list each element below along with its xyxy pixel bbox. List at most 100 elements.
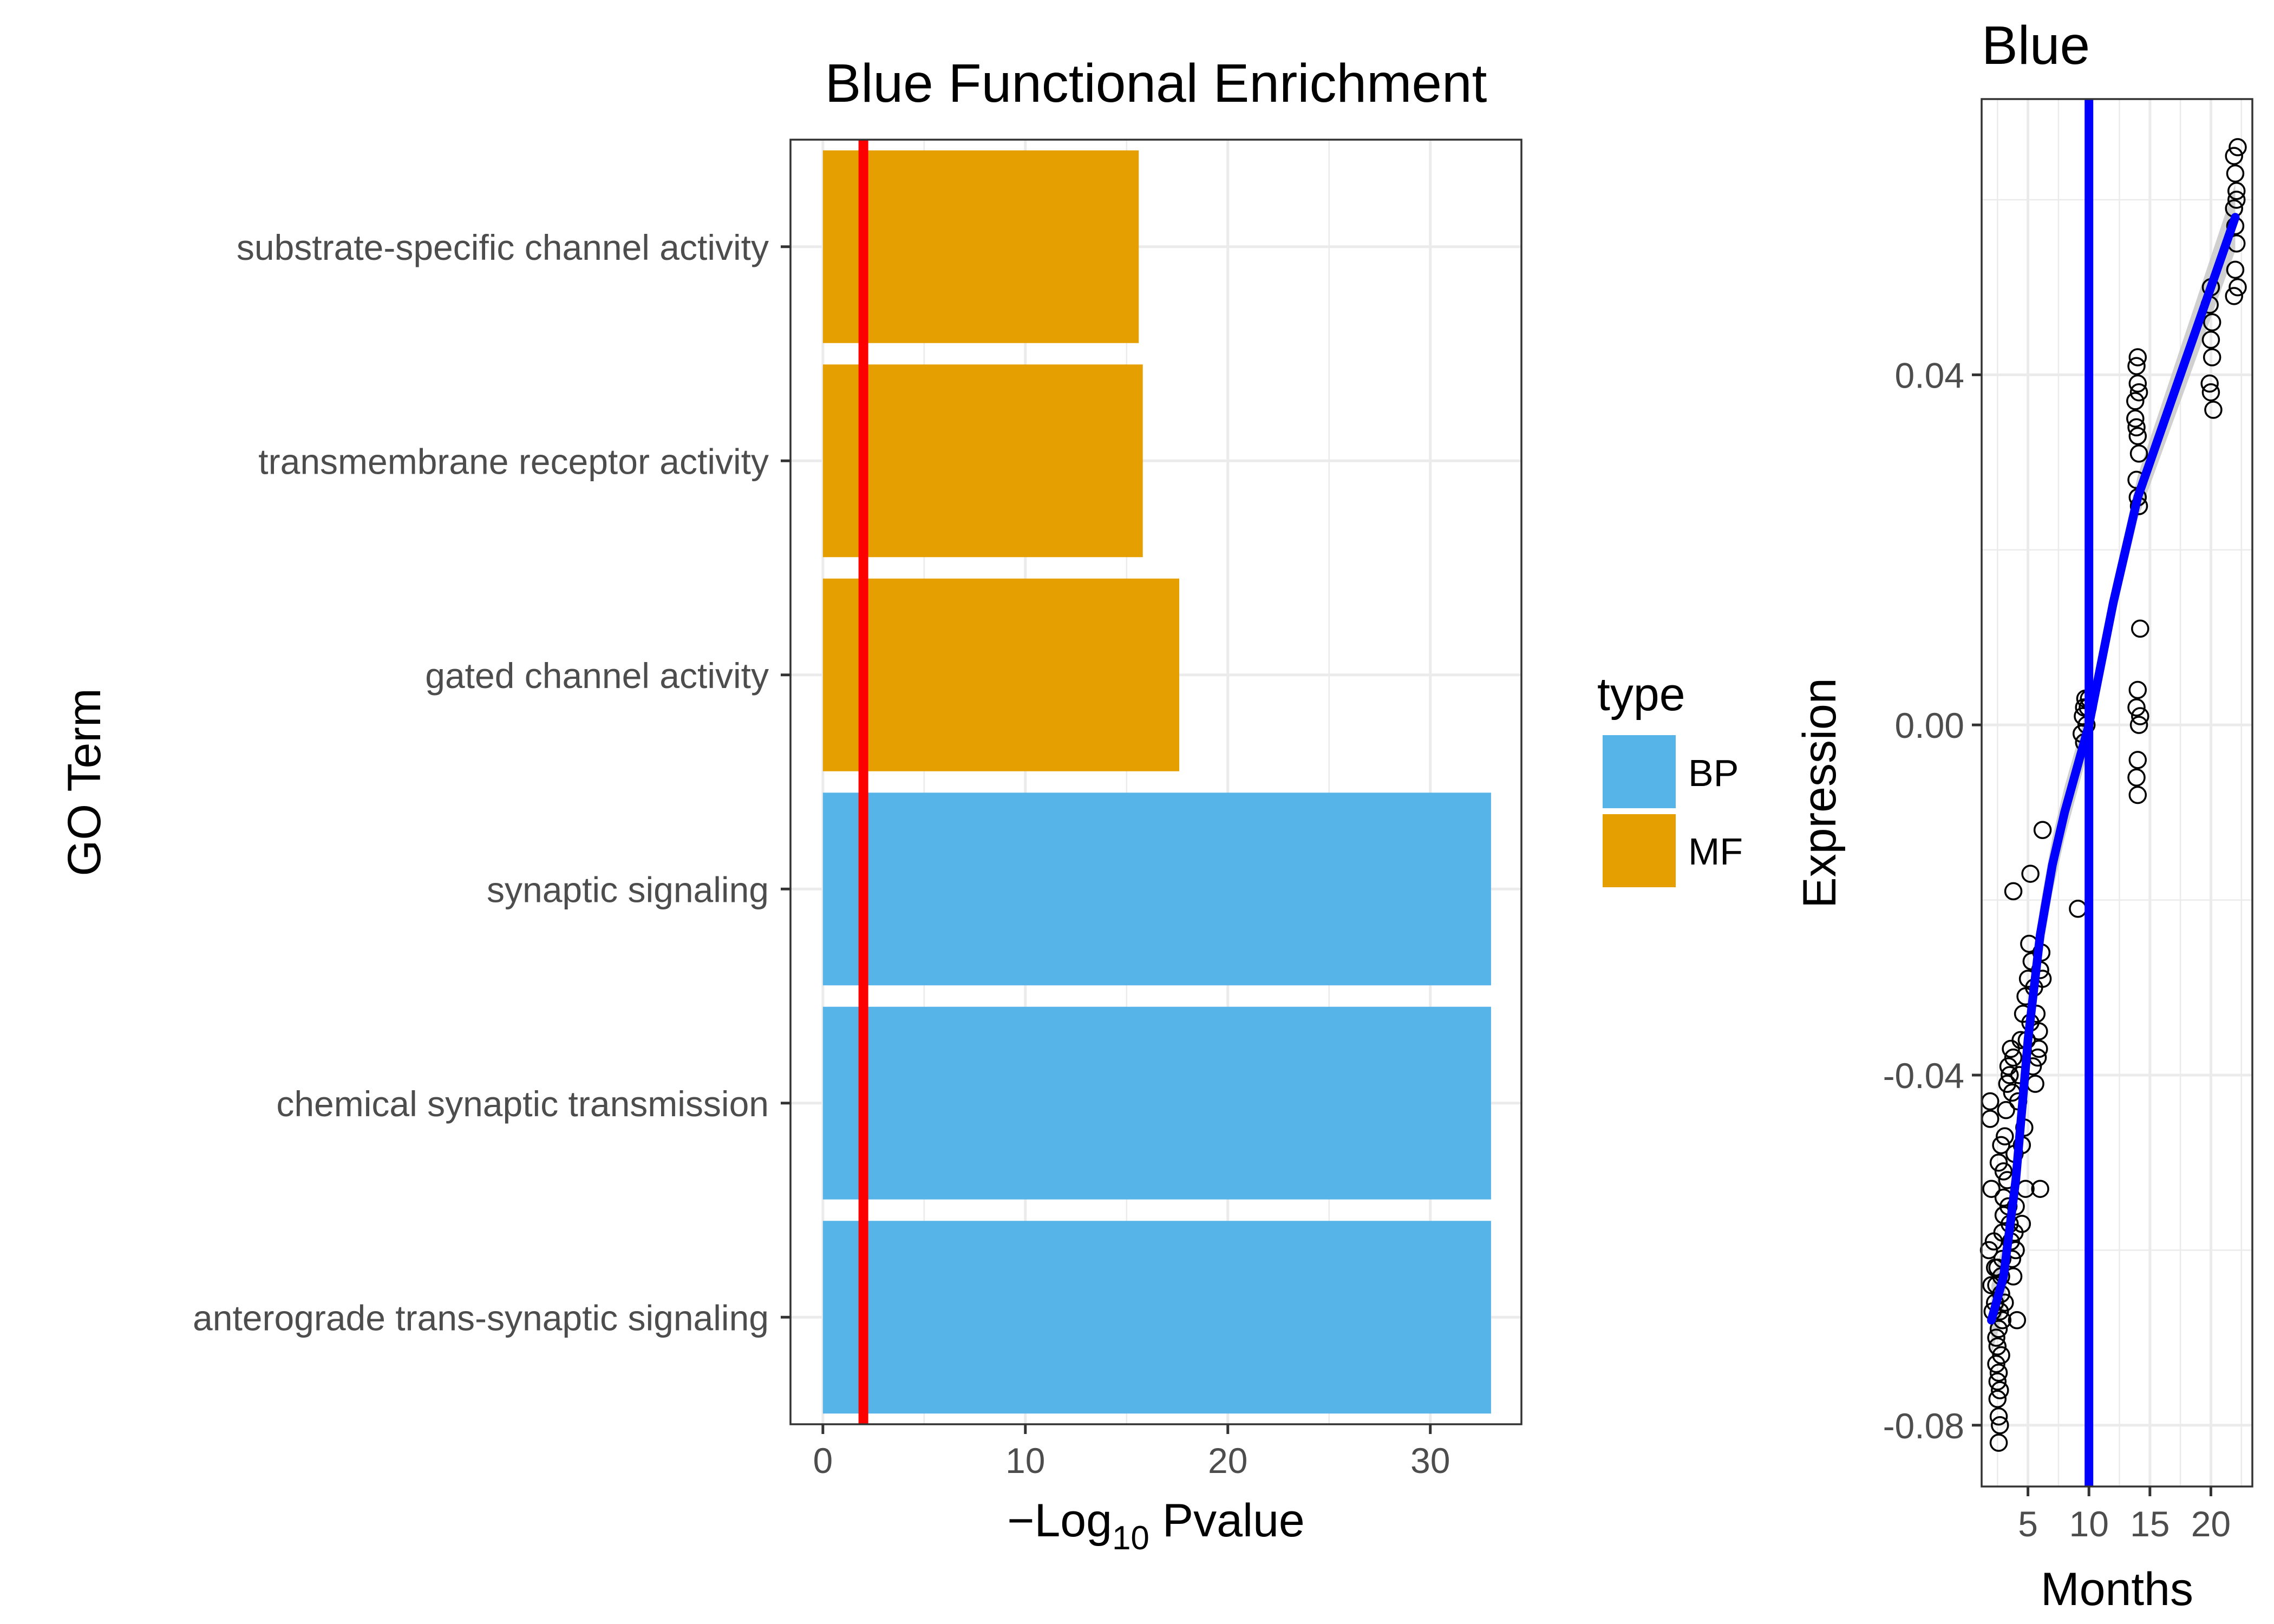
bar-y-tick-label: transmembrane receptor activity <box>258 441 769 481</box>
scatter-point <box>1998 1075 2017 1093</box>
bar-chart-title: Blue Functional Enrichment <box>825 53 1487 114</box>
scatter-point <box>2131 619 2149 638</box>
legend-title: type <box>1597 669 1685 721</box>
scatter-point <box>2225 147 2243 165</box>
scatter-point <box>2127 357 2146 375</box>
legend-label-mf: MF <box>1688 830 1743 873</box>
scatter-point <box>1991 1381 2009 1399</box>
bar <box>822 364 1143 558</box>
scatter-point <box>2227 191 2246 209</box>
scatter-x-tick-label: 10 <box>2069 1504 2108 1544</box>
scatter-point <box>2126 392 2145 410</box>
bar-x-axis-label: −Log10 Pvalue <box>1007 1495 1305 1557</box>
enrichment-bar-chart: substrate-specific channel activity trans… <box>58 53 1522 1557</box>
scatter-x-axis: 5 10 15 20 <box>2018 1487 2231 1544</box>
legend-swatch-mf <box>1603 814 1676 887</box>
scatter-x-tick-label: 20 <box>2191 1504 2231 1544</box>
scatter-point <box>2128 785 2147 804</box>
bar-x-tick-label: 0 <box>813 1440 833 1481</box>
scatter-point <box>1987 1328 2005 1347</box>
bar-x-tick-label: 20 <box>1208 1440 1247 1481</box>
bar-x-axis-label-prefix: −Log <box>1007 1495 1112 1547</box>
bar-y-tick-label: substrate-specific channel activity <box>237 227 769 267</box>
scatter-x-tick-label: 5 <box>2018 1504 2038 1544</box>
legend-swatch-bp <box>1603 735 1676 808</box>
bar <box>822 578 1180 771</box>
bars <box>822 150 1491 1414</box>
scatter-point <box>2126 409 2145 428</box>
scatter-point <box>2229 278 2247 297</box>
scatter-point <box>2226 164 2245 183</box>
scatter-point <box>2129 444 2148 463</box>
bar-plot-border <box>789 139 1522 1425</box>
bar-y-tick-label: chemical synaptic transmission <box>276 1084 769 1124</box>
scatter-point <box>1992 1136 2010 1155</box>
scatter-point <box>2127 698 2146 717</box>
bar-x-axis-label-subscript: 10 <box>1112 1520 1149 1557</box>
bar <box>822 1221 1491 1414</box>
scatter-point <box>2004 882 2023 901</box>
scatter-point <box>2225 287 2243 305</box>
scatter-y-axis-label: Expression <box>1794 678 1846 908</box>
scatter-point <box>2021 865 2040 883</box>
scatter-point <box>1988 1390 2007 1409</box>
scatter-point <box>2201 383 2220 402</box>
trend-line <box>1987 213 2240 1325</box>
bar-y-tick-label: gated channel activity <box>425 656 769 696</box>
scatter-point <box>2128 374 2147 393</box>
scatter-point <box>2031 1180 2049 1198</box>
scatter-point <box>2127 418 2146 437</box>
scatter-y-tick-label: 0.00 <box>1895 705 1964 745</box>
scatter-title: Blue <box>1982 15 2090 76</box>
trend-confidence-band <box>1991 184 2236 1355</box>
scatter-point <box>2128 427 2147 446</box>
scatter-point <box>2033 821 2052 839</box>
scatter-y-tick-label: -0.08 <box>1883 1406 1964 1446</box>
scatter-point <box>2203 348 2221 366</box>
scatter-point <box>2127 768 2146 787</box>
legend: type BP MF <box>1597 669 1743 887</box>
scatter-point <box>2128 751 2147 769</box>
scatter-point <box>1989 1364 2008 1382</box>
scatter-point <box>1987 1354 2005 1373</box>
expression-scatter-chart: 0.04 0.00 -0.04 -0.08 5 10 15 20 Blue Months E… <box>1794 15 2253 1615</box>
scatter-point <box>2001 1066 2019 1084</box>
scatter-point <box>1989 1433 2008 1452</box>
scatter-point <box>1989 1320 2008 1338</box>
scatter-point <box>1992 1346 2010 1365</box>
bar-x-tick-label: 30 <box>1410 1440 1450 1481</box>
scatter-point <box>1997 1101 2015 1119</box>
scatter-point <box>1989 1153 2008 1172</box>
scatter-point <box>2201 330 2220 349</box>
bar-y-tick-label: anterograde trans-synaptic signaling <box>193 1298 769 1338</box>
scatter-x-axis-label: Months <box>2041 1563 2193 1615</box>
bar-y-axis: substrate-specific channel activity trans… <box>193 227 790 1338</box>
bar <box>822 150 1139 343</box>
legend-label-bp: BP <box>1688 752 1739 794</box>
scatter-y-tick-label: -0.04 <box>1883 1056 1964 1096</box>
scatter-point <box>1988 1372 2007 1391</box>
scatter-point <box>1996 1127 2014 1145</box>
scatter-plot-border <box>1981 98 2253 1488</box>
bar-x-tick-label: 10 <box>1005 1440 1045 1481</box>
scatter-point <box>2004 1048 2023 1067</box>
bar-y-tick-label: synaptic signaling <box>487 869 769 909</box>
scatter-y-tick-label: 0.04 <box>1895 355 1964 395</box>
scatter-point <box>2128 680 2147 699</box>
bar <box>822 793 1491 986</box>
scatter-point <box>2229 138 2247 156</box>
scatter-point <box>2129 716 2148 734</box>
bar <box>822 1006 1491 1200</box>
scatter-point <box>2226 260 2245 279</box>
bar-x-axis: 0 10 20 30 <box>813 1424 1450 1481</box>
scatter-point <box>2008 1311 2027 1330</box>
scatter-point <box>1989 1407 2008 1426</box>
scatter-point <box>2204 401 2223 419</box>
scatter-point <box>2203 313 2221 332</box>
scatter-point <box>2227 182 2246 200</box>
bar-x-axis-label-suffix: Pvalue <box>1149 1495 1305 1547</box>
scatter-y-axis: 0.04 0.00 -0.04 -0.08 <box>1883 355 1982 1446</box>
scatter-x-tick-label: 15 <box>2130 1504 2170 1544</box>
scatter-point <box>1982 1180 2001 1198</box>
